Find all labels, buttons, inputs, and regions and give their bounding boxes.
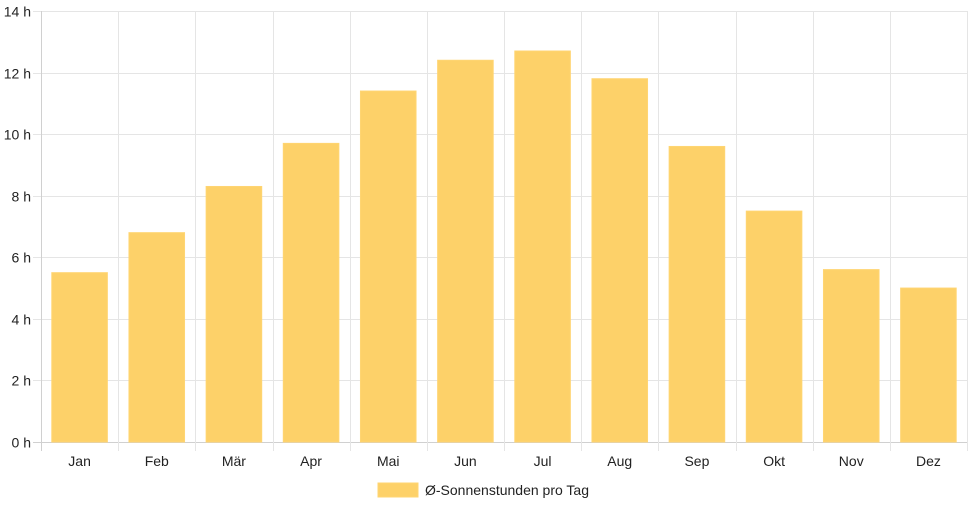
x-tick-label: Apr xyxy=(300,453,322,469)
bar-nov[interactable] xyxy=(822,269,880,443)
y-tick-label: 10 h xyxy=(4,127,31,143)
bar-jun[interactable] xyxy=(437,59,494,443)
grid-lines xyxy=(33,11,968,451)
y-tick-label: 4 h xyxy=(12,312,31,328)
legend-swatch[interactable] xyxy=(377,482,419,498)
bar-aug[interactable] xyxy=(591,78,649,443)
y-tick-label: 14 h xyxy=(4,4,31,20)
bar-jul[interactable] xyxy=(514,50,571,443)
x-tick-label: Dez xyxy=(916,453,941,469)
bar-jan[interactable] xyxy=(51,272,108,443)
bars xyxy=(51,50,957,443)
y-tick-label: 0 h xyxy=(12,435,31,451)
x-tick-label: Aug xyxy=(607,453,632,469)
y-tick-label: 12 h xyxy=(4,66,31,82)
x-tick-label: Sep xyxy=(684,453,709,469)
bar-dez[interactable] xyxy=(900,287,957,443)
x-tick-label: Jul xyxy=(534,453,552,469)
x-tick-label: Jun xyxy=(454,453,477,469)
y-tick-label: 2 h xyxy=(12,373,31,389)
y-tick-label: 8 h xyxy=(12,189,31,205)
bar-mär[interactable] xyxy=(205,185,263,443)
x-tick-label: Mai xyxy=(377,453,400,469)
x-tick-label: Jan xyxy=(68,453,91,469)
y-tick-label: 6 h xyxy=(12,250,31,266)
bar-sep[interactable] xyxy=(668,145,726,443)
bar-mai[interactable] xyxy=(359,90,417,443)
x-tick-label: Okt xyxy=(763,453,785,469)
x-tick-label: Nov xyxy=(839,453,864,469)
x-axis-ticks: Jan Feb Mär Apr Mai Jun Jul Aug Sep Okt Nov Dez xyxy=(68,453,941,469)
bar-okt[interactable] xyxy=(745,210,803,443)
bar-apr[interactable] xyxy=(282,142,340,443)
x-tick-label: Feb xyxy=(145,453,169,469)
x-tick-label: Mär xyxy=(222,453,246,469)
bar-feb[interactable] xyxy=(128,232,186,443)
legend[interactable]: Ø-Sonnenstunden pro Tag xyxy=(377,482,589,498)
y-axis-ticks: 0 h 2 h 4 h 6 h 8 h 10 h 12 h 14 h xyxy=(4,4,31,451)
legend-label[interactable]: Ø-Sonnenstunden pro Tag xyxy=(425,482,589,498)
